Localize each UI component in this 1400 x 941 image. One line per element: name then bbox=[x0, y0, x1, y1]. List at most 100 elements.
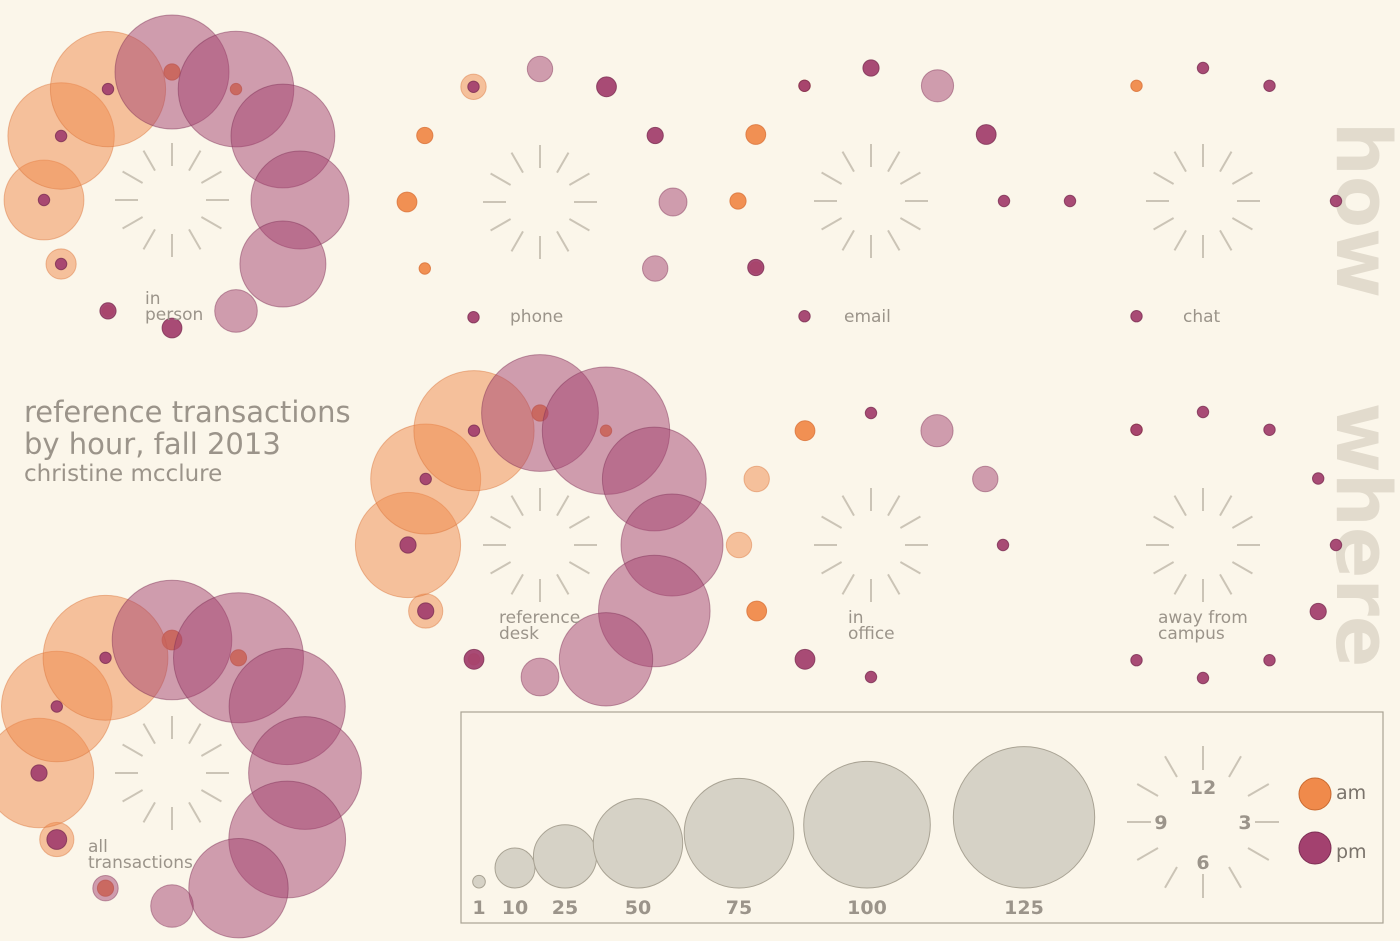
bubble-phone-10am bbox=[416, 126, 434, 145]
legend-clock-ray-2 bbox=[1247, 783, 1270, 797]
title-block: reference transactions by hour, fall 201… bbox=[24, 396, 351, 490]
bubble-chat-1pm bbox=[1263, 79, 1276, 93]
legend-size-circle-100 bbox=[803, 760, 931, 889]
panel-email-ray-1 bbox=[887, 151, 901, 173]
panel-phone-ray-5 bbox=[556, 230, 570, 252]
legend-size-label-125: 125 bbox=[1004, 897, 1044, 919]
panel-in-person-ray-2 bbox=[200, 170, 222, 184]
panel-label-line: away from bbox=[1158, 608, 1248, 628]
panel-in-person-ray-7 bbox=[142, 228, 156, 250]
legend-clock-label-12: 12 bbox=[1190, 777, 1216, 799]
bubble-in-office-9am bbox=[725, 531, 753, 559]
legend-size-label-1: 1 bbox=[472, 897, 485, 919]
legend-am-label: am bbox=[1336, 782, 1366, 804]
panel-away-from-campus-ray-10 bbox=[1153, 515, 1175, 529]
legend-sizes: 1 10 25 50 75 100 125 bbox=[472, 746, 1096, 919]
panel-chat: chat bbox=[1063, 61, 1343, 327]
panel-label-line: reference bbox=[499, 608, 580, 628]
bubble-in-office-3pm bbox=[996, 538, 1010, 552]
legend-size-label-10: 10 bbox=[502, 897, 528, 919]
legend-clock-ray-4 bbox=[1247, 847, 1270, 861]
bubble-in-person-6pm bbox=[161, 317, 183, 339]
panel-all-transactions-ray-10 bbox=[122, 743, 144, 757]
bubble-phone-2pm bbox=[646, 126, 664, 145]
panel-email-ray-5 bbox=[887, 229, 901, 251]
panel-reference-desk-ray-10 bbox=[490, 515, 512, 529]
panel-away-from-campus: away from campus bbox=[1130, 405, 1343, 685]
panel-phone: phone bbox=[396, 55, 688, 327]
bubble-in-office-11am bbox=[794, 420, 816, 442]
bubble-reference-desk-5pm bbox=[558, 612, 654, 707]
panel-reference-desk-ray-11 bbox=[510, 495, 524, 517]
panel-reference-desk-ray-7 bbox=[510, 573, 524, 595]
bubble-phone-11pm bbox=[467, 80, 480, 94]
panel-email-ray-10 bbox=[821, 171, 843, 185]
bubble-away-from-campus-2pm bbox=[1312, 472, 1325, 485]
panel-in-person-ray-1 bbox=[188, 150, 202, 172]
panel-away-from-campus-ray-11 bbox=[1173, 495, 1187, 517]
panel-chat-ray-4 bbox=[1231, 217, 1253, 231]
panel-in-office-ray-2 bbox=[899, 515, 921, 529]
bubble-in-person-4pm bbox=[239, 220, 327, 308]
panel-label-line: person bbox=[145, 305, 203, 325]
bubble-reference-desk-7pm bbox=[463, 648, 485, 670]
bubble-phone-8am bbox=[418, 262, 431, 275]
panel-label-chat: chat bbox=[1183, 307, 1221, 327]
legend-clock-ray-1 bbox=[1228, 755, 1242, 778]
bubble-all-transactions-11pm bbox=[99, 651, 112, 664]
panel-in-person-ray-4 bbox=[200, 216, 222, 230]
panel-label-all-transactions: all transactions bbox=[88, 837, 193, 873]
bubble-email-12pm bbox=[862, 59, 880, 77]
legend-clock-label-9: 9 bbox=[1154, 812, 1167, 834]
bubble-email-1pm bbox=[920, 69, 955, 103]
panel-reference-desk-ray-4 bbox=[568, 561, 590, 575]
bubble-in-office-1pm bbox=[920, 414, 954, 448]
bubble-email-11pm bbox=[798, 79, 811, 93]
panel-all-transactions-ray-5 bbox=[188, 801, 202, 823]
panel-phone-ray-7 bbox=[510, 230, 524, 252]
legend-size-label-100: 100 bbox=[847, 897, 887, 919]
panel-label-in-person: in person bbox=[145, 289, 203, 325]
panel-label-line: all bbox=[88, 837, 108, 857]
legend: 1 10 25 50 75 100 125 12 3 6 9 am pm bbox=[460, 711, 1384, 924]
panel-in-office-ray-10 bbox=[821, 515, 843, 529]
panel-reference-desk-ray-8 bbox=[490, 561, 512, 575]
bubble-in-person-10pm bbox=[54, 129, 68, 143]
bubble-reference-desk-9pm bbox=[399, 536, 417, 554]
panel-email-ray-2 bbox=[899, 171, 921, 185]
legend-size-circle-25 bbox=[532, 824, 598, 889]
bubble-reference-desk-8pm bbox=[417, 602, 435, 620]
panel-label-away-from-campus: away from campus bbox=[1158, 608, 1248, 644]
legend-size-label-75: 75 bbox=[726, 897, 752, 919]
panel-away-from-campus-ray-5 bbox=[1219, 573, 1233, 595]
panel-phone-ray-11 bbox=[510, 152, 524, 174]
panel-email-ray-4 bbox=[899, 217, 921, 231]
panel-in-office-ray-4 bbox=[899, 561, 921, 575]
panel-phone-ray-10 bbox=[490, 172, 512, 186]
bubble-all-transactions-5pm bbox=[188, 838, 289, 939]
bubble-in-office-12pm bbox=[864, 406, 878, 420]
bubble-email-10am bbox=[745, 124, 767, 145]
panel-all-transactions: all transactions bbox=[0, 579, 362, 939]
panel-away-from-campus-ray-4 bbox=[1231, 561, 1253, 575]
bubble-phone-9am bbox=[396, 191, 418, 213]
bubble-away-from-campus-7pm bbox=[1130, 654, 1143, 667]
bubble-away-from-campus-6pm bbox=[1196, 671, 1210, 685]
bubble-chat-11am bbox=[1130, 79, 1143, 93]
bubble-all-transactions-8pm bbox=[46, 829, 68, 850]
panel-email-ray-11 bbox=[841, 151, 855, 173]
panel-chat-ray-5 bbox=[1219, 229, 1233, 251]
bubble-in-person-9pm bbox=[37, 193, 51, 207]
bubble-away-from-campus-11pm bbox=[1130, 423, 1143, 436]
panel-in-office-ray-7 bbox=[841, 573, 855, 595]
panel-label-line: in bbox=[848, 608, 864, 628]
panel-in-office-ray-1 bbox=[887, 495, 901, 517]
bubble-all-transactions-9pm bbox=[30, 764, 48, 782]
bubble-phone-12pm bbox=[526, 55, 554, 83]
bubble-reference-desk-10pm bbox=[419, 472, 432, 486]
panel-label-line: chat bbox=[1183, 307, 1221, 327]
panel-email-ray-7 bbox=[841, 229, 855, 251]
bubble-in-person-11pm bbox=[101, 82, 115, 96]
legend-size-circle-1 bbox=[472, 874, 486, 889]
